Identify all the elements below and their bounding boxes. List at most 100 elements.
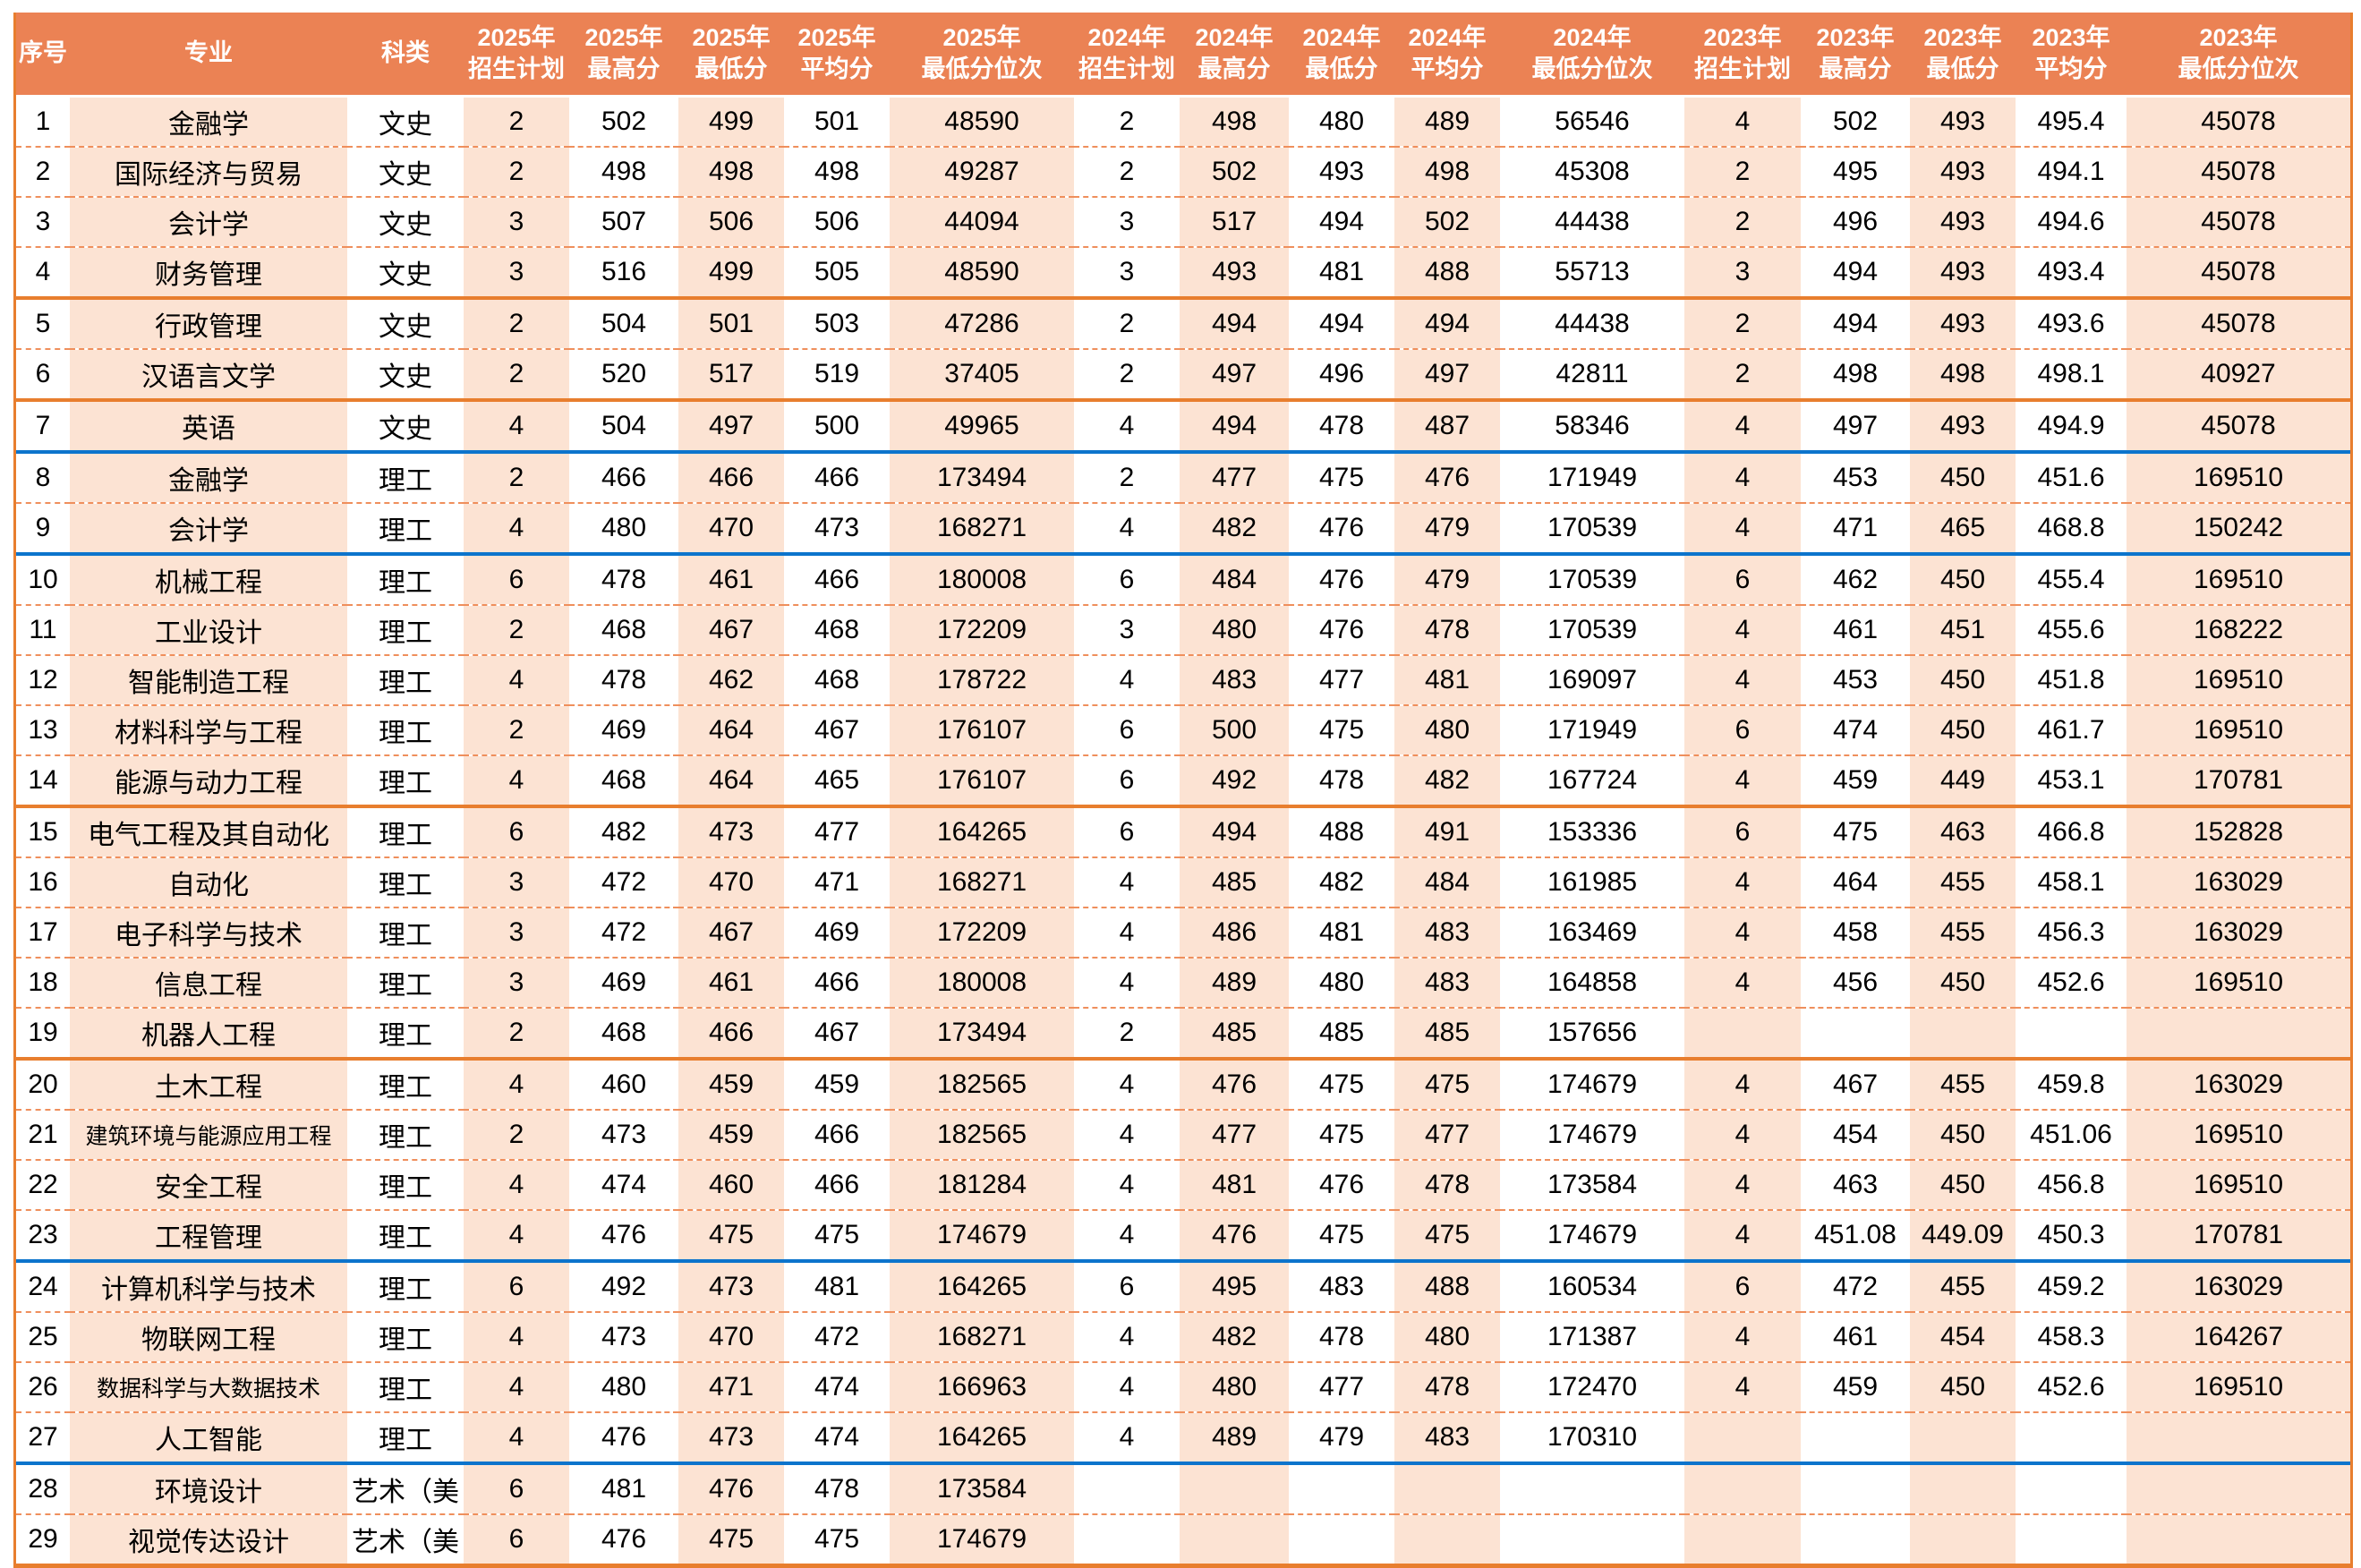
score-cell: 475 xyxy=(1801,806,1910,858)
score-cell: 464 xyxy=(678,705,784,756)
score-cell xyxy=(1684,1514,1801,1564)
score-cell: 494 xyxy=(1394,298,1500,350)
score-cell: 174679 xyxy=(890,1210,1074,1263)
score-cell xyxy=(1074,1463,1180,1515)
header-metric-label: 最低分 xyxy=(1305,55,1378,82)
table-row: 20 土木工程 理工 4 460 459 459 182565 4 476 475 475 174679… xyxy=(16,1059,2350,1111)
table-row: 21 建筑环境与能源应用工程 理工 2 473 459 466 182565 4 477 475 47… xyxy=(16,1110,2350,1161)
score-cell: 456.3 xyxy=(2016,908,2127,959)
score-cell: 463 xyxy=(1801,1160,1910,1211)
score-cell xyxy=(1684,1463,1801,1515)
category-cell: 理工 xyxy=(347,1312,464,1363)
score-cell: 487 xyxy=(1394,400,1500,454)
score-cell: 45078 xyxy=(2127,147,2350,198)
score-cell: 4 xyxy=(1684,1160,1801,1211)
score-cell xyxy=(1500,1463,1684,1515)
score-cell: 502 xyxy=(1801,96,1910,148)
header-metric-label: 最高分 xyxy=(1198,55,1271,82)
score-cell: 504 xyxy=(569,400,678,454)
score-cell: 462 xyxy=(678,655,784,706)
score-cell: 450.3 xyxy=(2016,1210,2127,1263)
major-cell: 人工智能 xyxy=(70,1412,347,1465)
score-cell: 472 xyxy=(569,857,678,908)
score-cell: 494 xyxy=(1801,298,1910,350)
score-cell xyxy=(2016,1008,2127,1061)
score-cell: 475 xyxy=(814,1524,860,1554)
score-cell: 494.9 xyxy=(2016,400,2127,454)
score-cell: 461.7 xyxy=(2016,705,2127,756)
score-cell: 169510 xyxy=(2127,554,2350,606)
score-cell: 516 xyxy=(569,247,678,300)
header-year1-metric1: 2024年 最高分 xyxy=(1180,13,1289,98)
score-cell: 480 xyxy=(1289,96,1394,148)
score-cell xyxy=(1801,1463,1910,1515)
score-cell: 474 xyxy=(1801,705,1910,756)
score-cell: 466 xyxy=(784,554,890,606)
major-cell: 国际经济与贸易 xyxy=(70,147,347,198)
header-metric-label: 最低分 xyxy=(1926,55,1999,82)
score-cell: 478 xyxy=(784,1463,890,1515)
score-cell: 489 xyxy=(1180,1412,1289,1465)
score-cell: 163469 xyxy=(1500,908,1684,959)
score-cell: 466 xyxy=(784,1160,890,1211)
score-cell: 4 xyxy=(1074,1362,1180,1413)
header-category: 科类 xyxy=(347,13,464,98)
row-number-cell: 7 xyxy=(16,400,70,454)
score-cell: 150242 xyxy=(2127,503,2350,556)
score-cell: 6 xyxy=(1684,806,1801,858)
score-cell: 491 xyxy=(1394,806,1500,858)
score-cell: 170781 xyxy=(2127,755,2350,808)
score-cell: 481 xyxy=(1289,908,1394,959)
score-cell: 450 xyxy=(1910,705,2016,756)
major-cell: 环境设计 xyxy=(70,1463,347,1515)
score-cell: 482 xyxy=(1180,503,1289,556)
header-major: 专业 xyxy=(70,13,347,98)
score-cell: 474 xyxy=(784,1412,890,1465)
category-cell: 理工 xyxy=(347,806,464,858)
category-cell: 艺术（美 xyxy=(352,1528,459,1557)
score-cell: 493 xyxy=(1910,247,2016,300)
score-cell: 451.8 xyxy=(2016,655,2127,706)
score-cell: 472 xyxy=(1801,1261,1910,1313)
table-row: 6 汉语言文学 文史 2 520 517 519 37405 2 497 496 497 42811 2 4… xyxy=(16,349,2350,402)
score-cell: 477 xyxy=(1180,1110,1289,1161)
score-cell xyxy=(1801,1412,1910,1465)
score-cell: 481 xyxy=(569,1463,678,1515)
header-year-label: 2023年 xyxy=(1923,23,2002,51)
score-cell: 461 xyxy=(678,958,784,1009)
score-cell: 482 xyxy=(569,806,678,858)
table-row: 13 材料科学与工程 理工 2 469 464 467 176107 6 500 475 480 171… xyxy=(16,705,2350,756)
score-cell: 476 xyxy=(678,1463,784,1515)
score-cell: 488 xyxy=(1394,1261,1500,1313)
score-cell: 478 xyxy=(1289,400,1394,454)
score-cell: 493 xyxy=(1180,247,1289,300)
score-cell: 473 xyxy=(678,1412,784,1465)
score-cell: 173584 xyxy=(890,1463,1074,1515)
row-number-cell: 19 xyxy=(16,1008,70,1061)
score-cell: 450 xyxy=(1910,958,2016,1009)
score-cell: 494 xyxy=(1289,197,1394,248)
score-cell: 475 xyxy=(1289,1110,1394,1161)
score-cell: 453 xyxy=(1801,655,1910,706)
score-cell: 459 xyxy=(678,1110,784,1161)
score-cell: 168222 xyxy=(2127,605,2350,656)
score-cell: 171949 xyxy=(1500,705,1684,756)
score-cell xyxy=(2127,1514,2350,1564)
score-cell: 483 xyxy=(1394,908,1500,959)
score-cell: 169510 xyxy=(2127,655,2350,706)
score-cell: 469 xyxy=(569,705,678,756)
score-cell: 4 xyxy=(1074,1210,1180,1263)
score-cell: 451.06 xyxy=(2016,1110,2127,1161)
score-cell: 485 xyxy=(1289,1008,1394,1061)
score-cell: 4 xyxy=(1074,1412,1180,1465)
score-cell: 172209 xyxy=(890,605,1074,656)
row-number-cell: 2 xyxy=(16,147,70,198)
score-cell: 455 xyxy=(1910,1059,2016,1111)
score-cell: 459.2 xyxy=(2016,1261,2127,1313)
score-cell: 6 xyxy=(1074,755,1180,808)
score-cell: 176107 xyxy=(890,755,1074,808)
score-cell: 3 xyxy=(464,197,569,248)
score-cell: 475 xyxy=(1289,705,1394,756)
header-metric-label: 最高分 xyxy=(1819,55,1892,82)
score-cell: 455.4 xyxy=(2016,554,2127,606)
